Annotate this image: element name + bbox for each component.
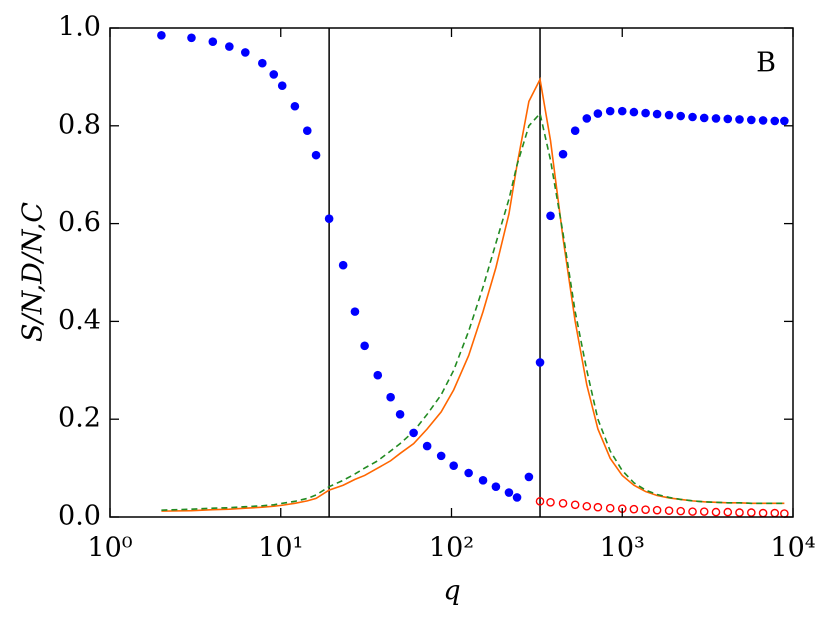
x-axis-label: q xyxy=(443,576,460,607)
data-point xyxy=(464,468,473,478)
data-point xyxy=(311,150,321,160)
y-tick-label: 0.4 xyxy=(58,305,101,336)
data-point xyxy=(546,498,555,507)
data-point xyxy=(422,441,432,451)
data-point xyxy=(641,505,650,514)
data-point xyxy=(711,114,721,123)
data-point xyxy=(535,497,545,506)
data-point xyxy=(770,116,780,126)
data-point xyxy=(558,499,568,508)
data-point xyxy=(386,392,395,402)
data-point xyxy=(641,108,650,118)
data-point xyxy=(324,214,334,224)
data-point xyxy=(652,109,662,119)
data-point xyxy=(676,111,686,121)
data-point xyxy=(187,33,196,43)
y-tick-label: 1.0 xyxy=(58,12,101,43)
y-tick-label: 0.0 xyxy=(58,501,101,532)
data-point xyxy=(605,503,615,513)
x-tick-label: 10² xyxy=(429,533,474,564)
data-point xyxy=(225,42,234,51)
x-tick-label: 10⁰ xyxy=(87,533,132,564)
data-point xyxy=(582,114,592,123)
data-point xyxy=(436,451,446,461)
data-point xyxy=(735,115,744,124)
data-point xyxy=(277,81,287,91)
data-point xyxy=(524,472,534,482)
data-point xyxy=(409,428,418,438)
data-point xyxy=(373,370,383,380)
data-point xyxy=(652,505,662,515)
panel-label: B xyxy=(756,48,776,79)
data-point xyxy=(629,107,639,117)
data-point xyxy=(269,70,279,79)
data-point xyxy=(546,211,555,221)
x-tick-label: 10⁴ xyxy=(770,533,815,564)
data-point xyxy=(535,358,545,367)
data-point xyxy=(723,114,733,124)
data-point xyxy=(449,461,458,470)
data-point xyxy=(617,106,627,116)
data-point xyxy=(747,508,756,517)
data-point xyxy=(491,482,501,491)
data-point xyxy=(570,126,580,135)
data-point xyxy=(747,115,756,125)
data-point xyxy=(258,58,267,68)
data-point xyxy=(758,116,768,125)
data-point xyxy=(478,476,488,485)
data-point xyxy=(723,507,733,517)
x-tick-label: 10³ xyxy=(600,533,645,564)
data-point xyxy=(360,341,369,351)
data-point xyxy=(688,507,697,516)
data-point xyxy=(699,113,709,123)
data-point xyxy=(676,506,686,516)
data-point xyxy=(290,101,300,111)
data-point xyxy=(395,410,405,419)
data-point xyxy=(558,149,568,159)
data-point xyxy=(504,488,514,497)
data-point xyxy=(735,508,744,517)
data-point xyxy=(593,109,603,118)
data-point xyxy=(241,48,250,57)
data-line xyxy=(161,111,785,511)
data-point xyxy=(512,493,522,502)
data-point xyxy=(208,37,218,46)
data-point xyxy=(664,110,674,120)
data-point xyxy=(780,116,789,126)
y-tick-label: 0.2 xyxy=(58,403,101,434)
data-point xyxy=(593,502,603,512)
data-point xyxy=(302,126,312,135)
x-tick-label: 10¹ xyxy=(258,533,303,564)
data-point xyxy=(664,506,674,515)
y-tick-label: 0.6 xyxy=(58,207,101,238)
data-point xyxy=(688,112,697,122)
data-point xyxy=(582,501,592,511)
data-point xyxy=(711,507,721,517)
y-tick-label: 0.8 xyxy=(58,109,101,140)
data-point xyxy=(350,307,360,316)
data-point xyxy=(629,504,639,514)
data-point xyxy=(338,260,348,270)
data-point xyxy=(699,507,709,516)
data-point xyxy=(605,106,615,116)
y-axis-label: S/N,D/N,C xyxy=(18,202,49,342)
data-point xyxy=(157,31,166,40)
data-point xyxy=(570,500,580,510)
